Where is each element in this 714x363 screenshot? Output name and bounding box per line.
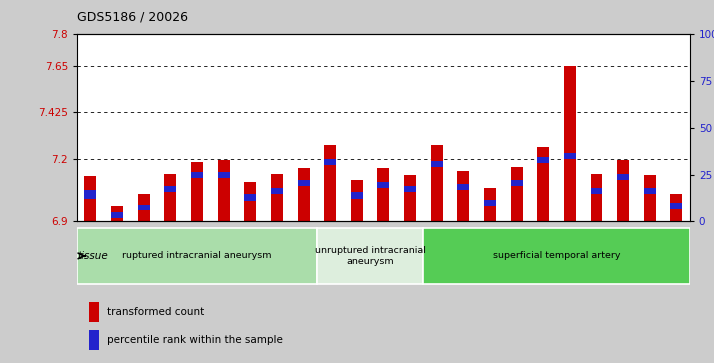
- Bar: [218, 160, 230, 221]
- Bar: [378, 182, 389, 188]
- Bar: [564, 153, 576, 159]
- Bar: [670, 203, 683, 209]
- Bar: [84, 176, 96, 221]
- Bar: [271, 174, 283, 221]
- Bar: [324, 144, 336, 221]
- Bar: [404, 186, 416, 192]
- Bar: [191, 162, 203, 221]
- Bar: [484, 188, 496, 221]
- Bar: [590, 174, 603, 221]
- Text: superficial temporal artery: superficial temporal artery: [493, 252, 620, 260]
- Bar: [617, 174, 629, 180]
- Bar: [244, 182, 256, 221]
- Text: transformed count: transformed count: [106, 307, 203, 317]
- Bar: [590, 188, 603, 195]
- Bar: [351, 180, 363, 221]
- Bar: [298, 168, 309, 221]
- Bar: [111, 206, 123, 221]
- Bar: [324, 159, 336, 166]
- Bar: [431, 144, 443, 221]
- Bar: [111, 212, 123, 218]
- Bar: [164, 186, 176, 192]
- Text: percentile rank within the sample: percentile rank within the sample: [106, 335, 283, 345]
- Bar: [511, 167, 523, 221]
- Bar: [537, 157, 549, 163]
- Bar: [138, 195, 150, 221]
- Text: ruptured intracranial aneurysm: ruptured intracranial aneurysm: [122, 252, 272, 260]
- Bar: [458, 171, 469, 221]
- Text: tissue: tissue: [77, 251, 108, 261]
- Bar: [670, 195, 683, 221]
- Text: unruptured intracranial
aneurysm: unruptured intracranial aneurysm: [315, 246, 426, 266]
- Bar: [244, 195, 256, 201]
- Bar: [431, 161, 443, 167]
- Bar: [77, 228, 317, 284]
- Text: GDS5186 / 20026: GDS5186 / 20026: [77, 11, 188, 24]
- Bar: [84, 190, 96, 199]
- Bar: [89, 302, 99, 322]
- Bar: [458, 184, 469, 190]
- Bar: [89, 330, 99, 350]
- Bar: [644, 175, 655, 221]
- Bar: [298, 180, 309, 186]
- Bar: [644, 188, 655, 195]
- Bar: [271, 188, 283, 195]
- Bar: [617, 160, 629, 221]
- Bar: [191, 172, 203, 178]
- Bar: [484, 200, 496, 206]
- Bar: [138, 205, 150, 210]
- Bar: [511, 180, 523, 186]
- Bar: [404, 175, 416, 221]
- Bar: [564, 66, 576, 221]
- Bar: [351, 192, 363, 199]
- Bar: [164, 174, 176, 221]
- Bar: [378, 168, 389, 221]
- Bar: [537, 147, 549, 221]
- Bar: [317, 228, 423, 284]
- Bar: [218, 172, 230, 178]
- Bar: [423, 228, 690, 284]
